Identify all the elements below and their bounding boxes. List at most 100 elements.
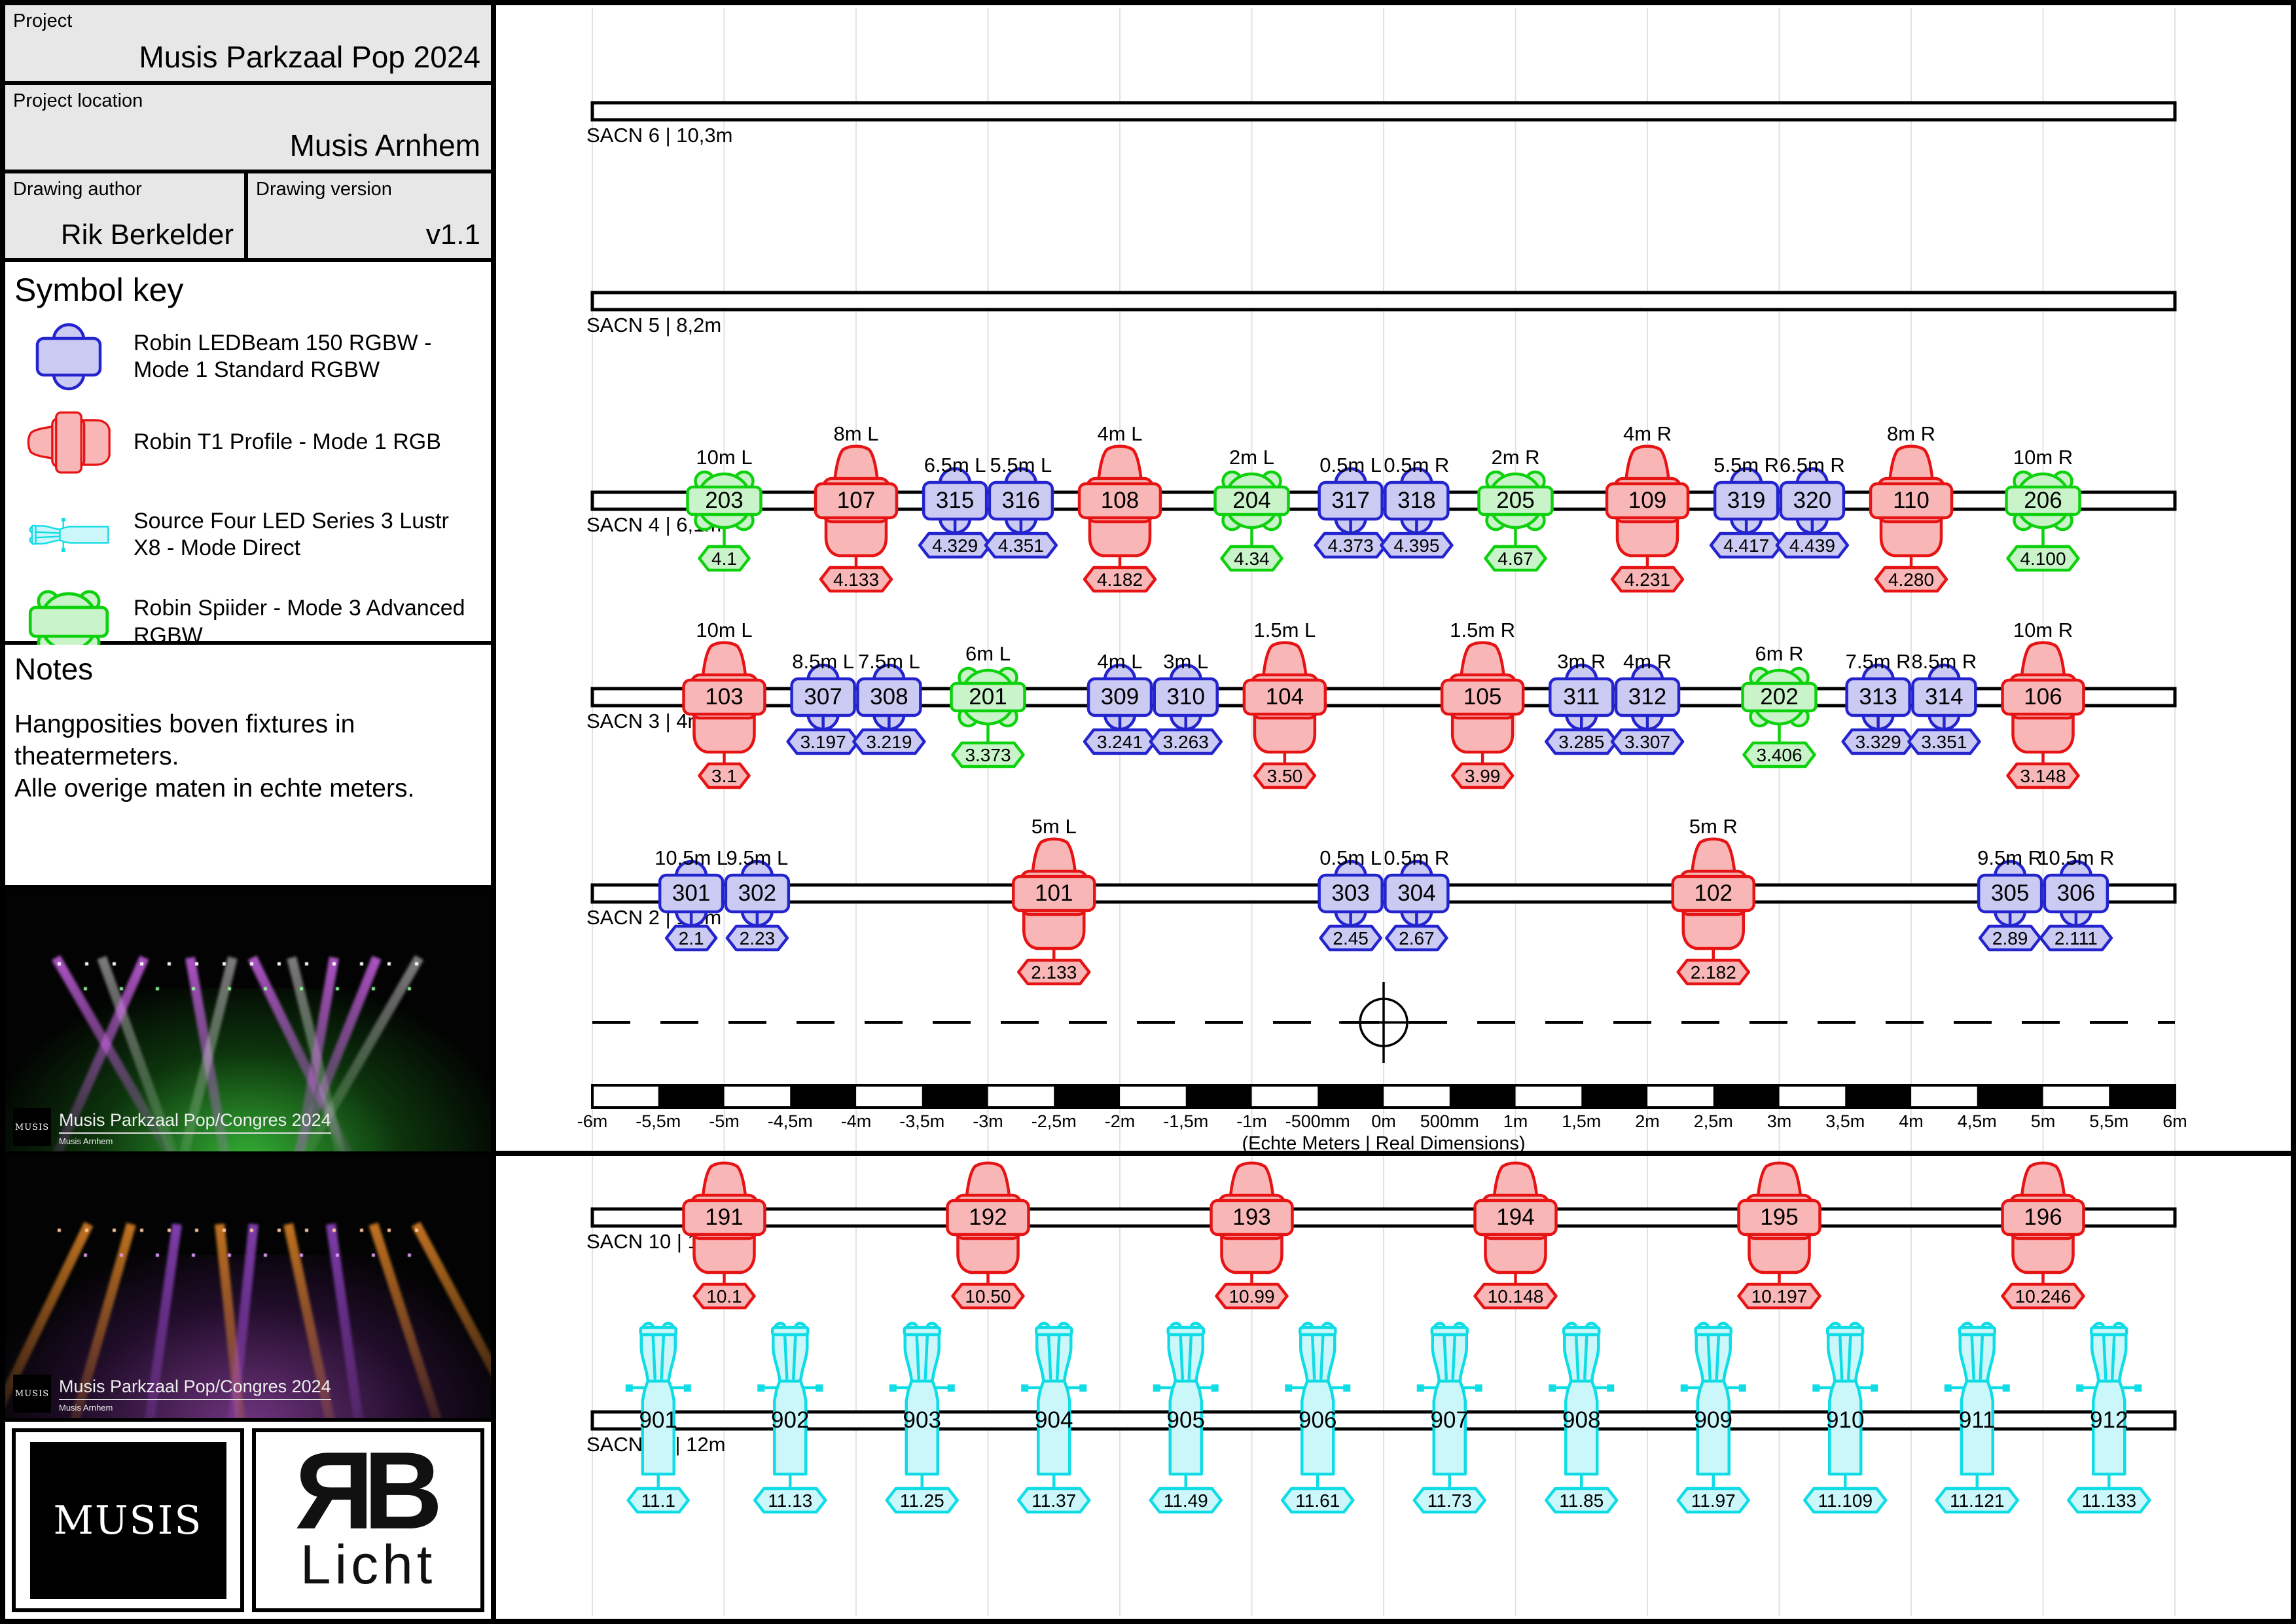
- symbol-key-title: Symbol key: [14, 272, 184, 308]
- notes-box: Notes Hangposities boven fixtures in the…: [5, 645, 491, 889]
- fixture-206: 206 10m R 4.100: [2005, 446, 2081, 572]
- svg-text:11.121: 11.121: [1950, 1490, 2005, 1511]
- svg-text:10.5m L: 10.5m L: [655, 846, 728, 869]
- svg-text:-1m: -1m: [1236, 1111, 1267, 1131]
- svg-text:3.351: 3.351: [1921, 732, 1967, 752]
- svg-text:3.219: 3.219: [866, 732, 912, 752]
- svg-text:0.5m L: 0.5m L: [1319, 454, 1382, 477]
- svg-text:2.45: 2.45: [1333, 928, 1369, 948]
- fixture-903: 903 11.25: [885, 1322, 959, 1514]
- fixture-105: 105 1.5m R 3.99: [1440, 619, 1525, 789]
- svg-text:312: 312: [1628, 684, 1666, 710]
- version-value: v1.1: [425, 219, 480, 251]
- svg-text:3m: 3m: [1767, 1111, 1792, 1131]
- svg-text:909: 909: [1695, 1407, 1732, 1433]
- svg-text:-4,5m: -4,5m: [768, 1111, 813, 1131]
- svg-text:0.5m L: 0.5m L: [1319, 846, 1382, 869]
- location-value: Musis Arnhem: [289, 128, 480, 162]
- svg-text:314: 314: [1925, 684, 1963, 710]
- project-box: Project Musis Parkzaal Pop 2024: [5, 5, 491, 85]
- fixture-110: 110 8m R 4.280: [1869, 422, 1954, 593]
- svg-text:11.49: 11.49: [1164, 1490, 1208, 1511]
- svg-text:10.197: 10.197: [1751, 1286, 1808, 1307]
- svg-text:0m: 0m: [1371, 1111, 1396, 1131]
- truss-sacn5: SACN 5 | 8,2m: [586, 291, 2177, 336]
- author-value: Rik Berkelder: [60, 219, 234, 251]
- fixture-301: 301 10.5m L 2.1: [655, 846, 728, 952]
- musis-logo-rect: MUSIS: [29, 1441, 226, 1599]
- svg-text:102: 102: [1695, 880, 1732, 906]
- svg-text:305: 305: [1991, 880, 2029, 906]
- photo-caption: MUSIS Musis Parkzaal Pop/Congres 2024 Mu…: [13, 1108, 331, 1146]
- svg-text:906: 906: [1299, 1407, 1336, 1433]
- project-label: Project: [13, 10, 73, 31]
- svg-text:7.5m L: 7.5m L: [858, 650, 920, 673]
- musis-badge: MUSIS: [13, 1108, 51, 1146]
- fixture-191: 191 10.1: [682, 1161, 766, 1310]
- svg-text:3m L: 3m L: [1163, 650, 1208, 673]
- notes-line-1: Hangposities boven fixtures in theaterme…: [14, 710, 355, 770]
- key-row-t1: Robin T1 Profile - Mode 1 RGB: [13, 397, 486, 488]
- fixture-316: 316 5.5m L 4.351: [984, 454, 1058, 559]
- svg-text:10.50: 10.50: [965, 1286, 1011, 1307]
- svg-text:11.73: 11.73: [1427, 1490, 1472, 1511]
- fixture-911: 911 11.121: [1935, 1322, 2019, 1514]
- svg-text:4.182: 4.182: [1097, 569, 1143, 590]
- svg-text:309: 309: [1101, 684, 1139, 710]
- svg-text:-5,5m: -5,5m: [636, 1111, 681, 1131]
- svg-text:101: 101: [1035, 880, 1073, 906]
- fixture-101: 101 5m L 2.133: [1012, 815, 1096, 986]
- svg-text:4.439: 4.439: [1789, 535, 1835, 556]
- svg-text:905: 905: [1167, 1407, 1205, 1433]
- svg-text:110: 110: [1893, 488, 1929, 513]
- svg-text:3.241: 3.241: [1097, 732, 1143, 752]
- rb-monogram: ЯB: [295, 1428, 442, 1552]
- svg-text:5.5m L: 5.5m L: [990, 454, 1052, 477]
- svg-text:2m R: 2m R: [1491, 446, 1539, 469]
- fixture-202: 202 6m R 3.406: [1741, 642, 1818, 768]
- location-label: Project location: [13, 90, 143, 111]
- svg-text:902: 902: [771, 1407, 809, 1433]
- svg-text:6.5m R: 6.5m R: [1780, 454, 1845, 477]
- scale-ruler: -6m -5,5m -5m -4,5m -4m -3,5m -3m -2,5m -2m -1,5m…: [577, 1084, 2187, 1154]
- fixture-109: 109 4m R 4.231: [1605, 422, 1690, 593]
- svg-text:303: 303: [1331, 880, 1369, 906]
- svg-text:306: 306: [2057, 880, 2095, 906]
- musis-logo: MUSIS: [12, 1428, 244, 1612]
- svg-text:205: 205: [1496, 488, 1534, 513]
- key-label-sourcefour: Source Four LED Series 3 Lustr X8 - Mode…: [134, 508, 449, 560]
- svg-text:196: 196: [2024, 1204, 2062, 1230]
- fixture-196: 196 10.246: [2001, 1161, 2085, 1310]
- svg-text:10m R: 10m R: [2013, 619, 2073, 641]
- svg-text:201: 201: [969, 684, 1007, 710]
- svg-text:3.263: 3.263: [1163, 732, 1209, 752]
- key-row-sourcefour: Source Four LED Series 3 Lustr X8 - Mode…: [13, 492, 486, 577]
- svg-text:311: 311: [1563, 684, 1600, 710]
- fixture-303: 303 0.5m L 2.45: [1318, 846, 1384, 952]
- location-box: Project location Musis Arnhem: [5, 85, 491, 173]
- svg-text:1.5m R: 1.5m R: [1450, 619, 1515, 641]
- musis-badge-2: MUSIS: [13, 1375, 51, 1413]
- fixture-306: 306 10.5m R 2.111: [2037, 846, 2114, 952]
- fixture-311: 311 3m R 3.285: [1545, 650, 1619, 755]
- svg-text:8m L: 8m L: [834, 422, 879, 445]
- svg-text:301: 301: [672, 880, 710, 906]
- svg-text:204: 204: [1232, 488, 1270, 513]
- fixture-319: 319 5.5m R 4.417: [1709, 454, 1784, 559]
- svg-text:-5m: -5m: [709, 1111, 740, 1131]
- fixture-320: 320 6.5m R 4.439: [1775, 454, 1850, 559]
- fixture-902: 902 11.13: [753, 1322, 827, 1514]
- svg-text:907: 907: [1431, 1407, 1469, 1433]
- svg-text:4.1: 4.1: [711, 549, 737, 569]
- svg-text:193: 193: [1232, 1204, 1270, 1230]
- svg-text:2.133: 2.133: [1031, 962, 1077, 983]
- sourcefour-icon: [29, 518, 109, 552]
- svg-text:4.67: 4.67: [1498, 549, 1534, 569]
- svg-text:2.67: 2.67: [1399, 928, 1435, 948]
- svg-text:3.197: 3.197: [800, 732, 846, 752]
- version-box: Drawing version v1.1: [248, 173, 491, 262]
- key-row-spiider: Robin Spiider - Mode 3 Advanced RGBW: [13, 581, 486, 663]
- svg-text:5m R: 5m R: [1689, 815, 1738, 838]
